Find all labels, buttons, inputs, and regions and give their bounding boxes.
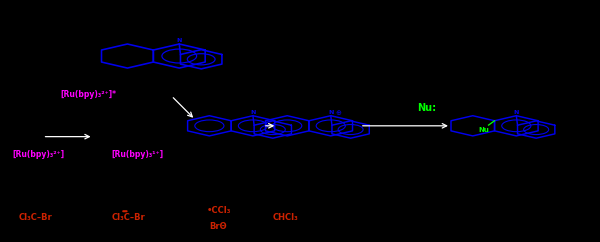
Text: ⊕: ⊕ — [335, 110, 341, 116]
Text: Cl₃C–Br: Cl₃C–Br — [19, 213, 52, 222]
Text: BrΘ: BrΘ — [209, 222, 227, 231]
Text: Nu:: Nu: — [417, 103, 436, 113]
Text: N: N — [250, 110, 256, 115]
Text: [Ru(bpy)₃²⁺]: [Ru(bpy)₃²⁺] — [13, 150, 65, 159]
Text: •CCl₃: •CCl₃ — [207, 205, 232, 214]
Text: [Ru(bpy)₃²⁺]*: [Ru(bpy)₃²⁺]* — [61, 90, 116, 99]
Text: CHCl₃: CHCl₃ — [273, 213, 299, 222]
Text: [Ru(bpy)₃¹⁺]: [Ru(bpy)₃¹⁺] — [112, 150, 164, 159]
Text: N: N — [328, 110, 334, 115]
Text: Nu: Nu — [478, 127, 489, 133]
Text: Cl₃C–Br: Cl₃C–Br — [112, 213, 145, 222]
Text: N: N — [514, 110, 519, 115]
Text: N: N — [176, 38, 182, 43]
